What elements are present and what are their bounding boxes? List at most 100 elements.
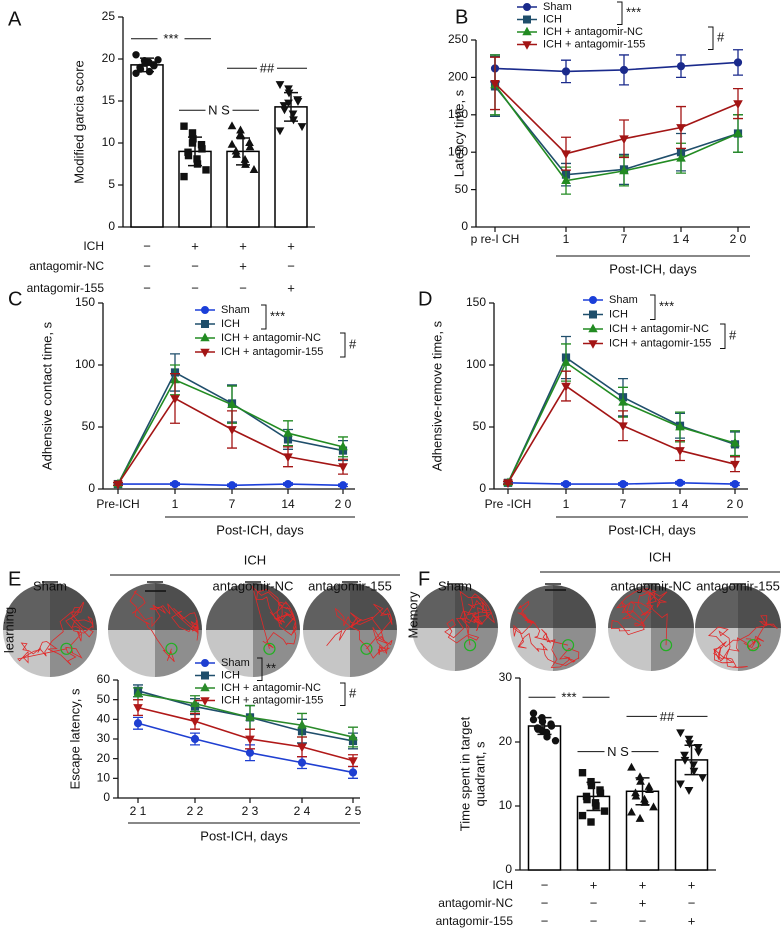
marker [297, 123, 307, 132]
y-tick-label: 0 [103, 790, 110, 804]
quadrant [303, 630, 350, 677]
marker [279, 102, 289, 111]
marker [249, 165, 259, 173]
marker [587, 818, 595, 826]
error-bar [188, 136, 202, 167]
condition-sign: + [239, 238, 247, 253]
condition-label: antagomir-155 [27, 281, 105, 295]
maze-image [108, 583, 202, 677]
x-tick-label: 14 [281, 497, 295, 511]
maze-image [510, 585, 596, 671]
marker [600, 807, 609, 815]
marker [283, 479, 293, 489]
bracket-label: ** [266, 661, 276, 676]
target-platform [360, 642, 373, 655]
legend-label: ICH + antagomir-155 [221, 694, 323, 706]
condition-sign: + [639, 895, 647, 910]
marker [523, 15, 531, 24]
marker [297, 758, 307, 767]
target-platform [746, 639, 760, 652]
condition-sign: − [541, 895, 549, 910]
quadrant [155, 630, 202, 677]
quadrant [350, 630, 397, 677]
legend-label: ICH + antagomir-NC [543, 26, 643, 38]
x-tick-label: 2 0 [727, 497, 744, 511]
x-tick-label: 2 1 [130, 804, 147, 818]
error-bar [635, 777, 650, 806]
x-tick-label: 2 0 [335, 497, 352, 511]
bracket-label: # [729, 328, 737, 343]
marker [170, 395, 180, 404]
image-label: antagomir-155 [696, 578, 780, 593]
condition-sign: + [239, 258, 247, 273]
condition-sign: + [191, 238, 199, 253]
marker [730, 437, 740, 447]
y-tick-label: 100 [75, 357, 95, 371]
series-line [494, 61, 739, 73]
marker [561, 150, 571, 160]
swim-path [251, 585, 297, 649]
marker [561, 175, 571, 185]
y-tick-label: 40 [97, 712, 111, 726]
marker [132, 69, 140, 77]
marker [227, 121, 237, 130]
marker [133, 704, 143, 713]
marker [132, 51, 140, 59]
marker [619, 165, 629, 175]
marker [733, 58, 743, 67]
marker [698, 774, 707, 783]
condition-sign: − [287, 258, 295, 273]
marker [529, 715, 538, 724]
legend-label: ICH [543, 13, 562, 25]
marker [503, 479, 513, 489]
marker [589, 310, 597, 319]
marker [627, 807, 636, 816]
marker [348, 757, 358, 766]
legend-label: Sham [543, 1, 572, 13]
marker [578, 769, 587, 777]
side-label: learning [1, 607, 16, 653]
bracket-label: *** [626, 5, 641, 20]
maze-image [303, 583, 397, 677]
significance-label: N S [208, 103, 230, 118]
condition-sign: − [590, 895, 598, 910]
x-tick-label: Pre -ICH [485, 497, 532, 511]
condition-label: ICH [492, 878, 513, 892]
quadrant [108, 630, 155, 677]
significance-label: ## [660, 709, 675, 724]
y-tick-label: 250 [448, 32, 468, 46]
marker [133, 719, 143, 728]
condition-sign: − [191, 280, 199, 295]
marker [198, 145, 206, 153]
marker [675, 478, 685, 487]
marker [561, 357, 571, 366]
error-bar [537, 716, 552, 736]
target-platform [263, 642, 276, 655]
y-tick-label: 20 [97, 751, 111, 765]
marker [154, 56, 162, 64]
y-tick-label: 100 [466, 357, 486, 371]
y-tick-label: 100 [448, 144, 468, 158]
marker [201, 671, 209, 680]
marker [280, 106, 289, 115]
panel-label: F [418, 568, 430, 590]
swim-path [444, 590, 495, 646]
marker [561, 479, 571, 489]
x-tick-label: 1 4 [673, 232, 690, 246]
marker [583, 795, 591, 804]
marker [113, 480, 123, 490]
x-tick-label: 2 2 [187, 804, 204, 818]
condition-sign: + [590, 877, 598, 892]
marker [200, 348, 210, 358]
y-tick-label: 30 [97, 731, 111, 745]
label-bg [657, 709, 677, 724]
series-line [494, 82, 739, 155]
marker [733, 128, 743, 137]
marker [297, 719, 307, 729]
image-label: antagomir-155 [308, 578, 392, 593]
marker [348, 731, 358, 741]
marker [236, 129, 245, 138]
y-tick-label: 0 [505, 862, 512, 876]
marker [588, 323, 598, 333]
marker [275, 127, 285, 136]
